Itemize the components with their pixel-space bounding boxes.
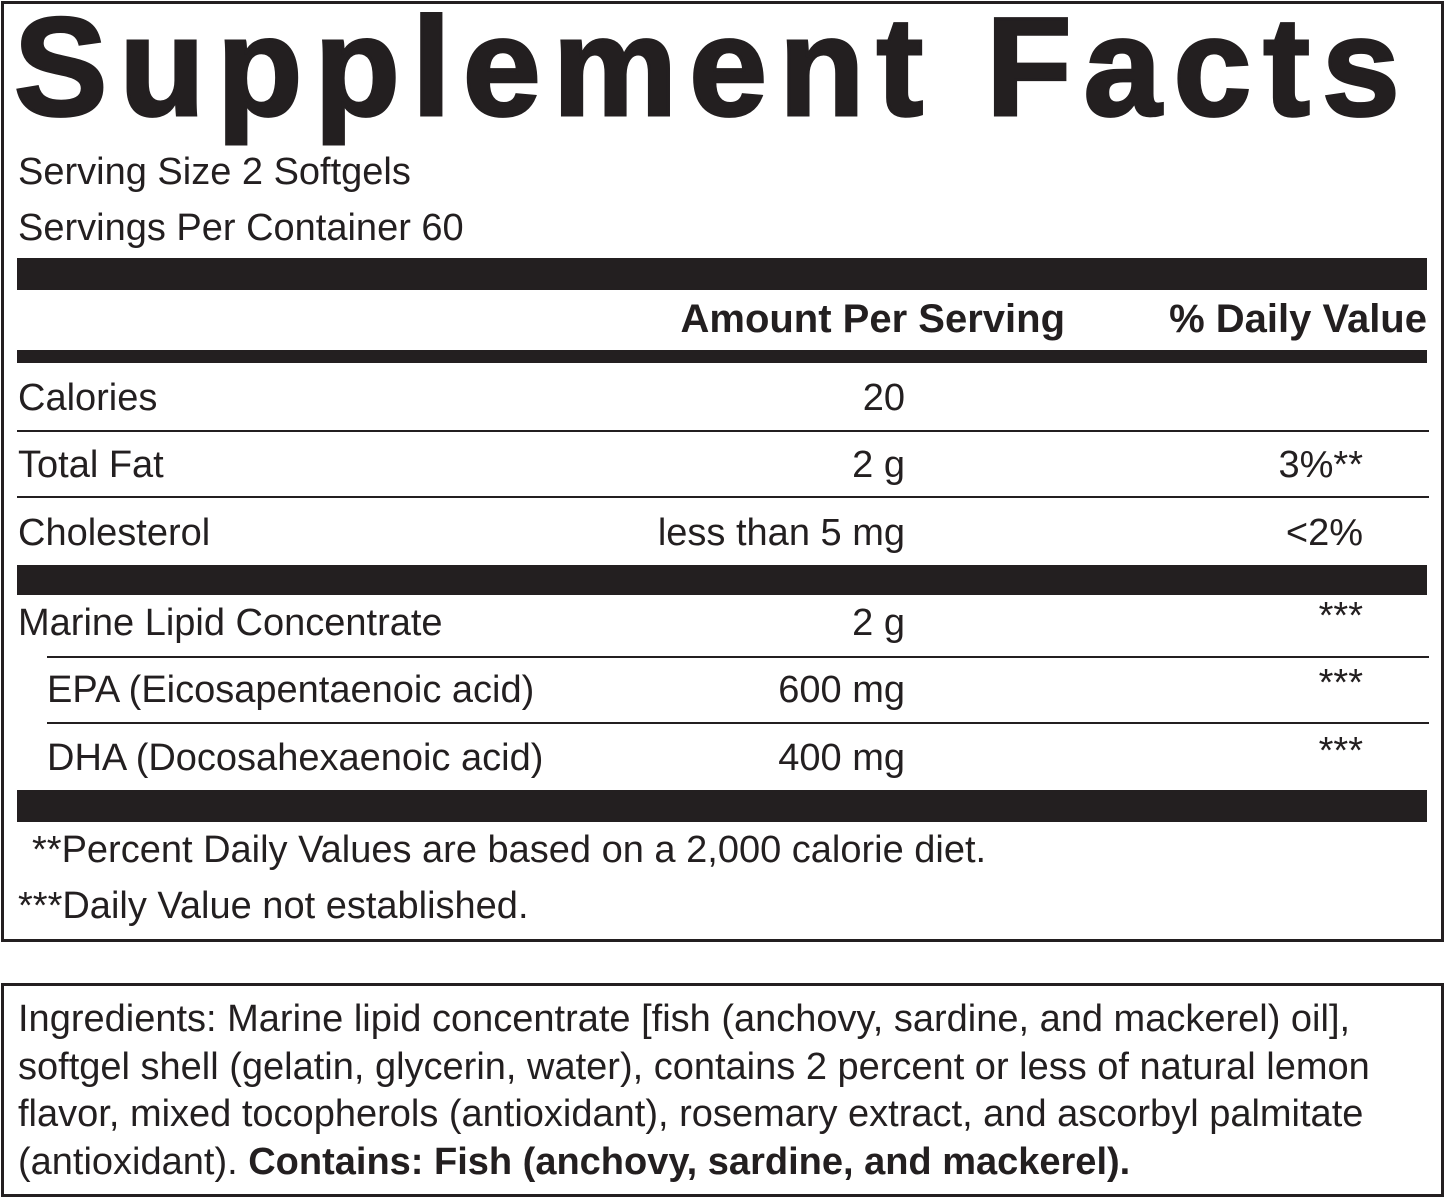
row-name: Cholesterol xyxy=(18,512,211,554)
row-divider xyxy=(47,722,1429,724)
row-name: Total Fat xyxy=(18,444,164,486)
row-amount: 400 mg xyxy=(778,737,905,779)
ingredients-list: Ingredients: Marine lipid concentrate [f… xyxy=(18,998,1370,1183)
ingredients-panel xyxy=(1,983,1444,1197)
supplement-facts-panel xyxy=(1,1,1444,942)
row-dv: *** xyxy=(1318,595,1363,637)
serving-size: Serving Size 2 Softgels xyxy=(18,151,411,193)
panel-title: Supplement Facts xyxy=(13,0,1412,145)
divider-thick xyxy=(17,790,1427,822)
header-amount: Amount Per Serving xyxy=(680,297,1065,341)
row-amount: 20 xyxy=(862,377,905,419)
row-name: Calories xyxy=(18,377,158,419)
row-dv: 3%** xyxy=(1278,444,1364,486)
divider-medium xyxy=(17,350,1427,363)
row-dv: <2% xyxy=(1285,512,1363,554)
row-amount: 2 g xyxy=(852,602,905,644)
header-daily-value: % Daily Value xyxy=(1169,297,1427,341)
ingredients-text: Ingredients: Marine lipid concentrate [f… xyxy=(18,996,1438,1186)
row-dv: *** xyxy=(1318,730,1363,772)
servings-per-container: Servings Per Container 60 xyxy=(18,207,464,249)
footnote: ***Daily Value not established. xyxy=(18,885,529,927)
row-divider xyxy=(47,656,1429,658)
row-amount: 2 g xyxy=(852,444,905,486)
row-divider xyxy=(17,496,1429,498)
row-amount: 600 mg xyxy=(778,669,905,711)
row-name: DHA (Docosahexaenoic acid) xyxy=(47,737,544,779)
allergen-statement: Contains: Fish (anchovy, sardine, and ma… xyxy=(248,1140,1131,1183)
divider-thick xyxy=(17,565,1427,595)
row-divider xyxy=(17,430,1429,432)
row-name: EPA (Eicosapentaenoic acid) xyxy=(47,669,535,711)
row-dv: *** xyxy=(1318,662,1363,704)
footnote: **Percent Daily Values are based on a 2,… xyxy=(32,829,987,871)
divider-thick xyxy=(17,258,1427,290)
row-amount: less than 5 mg xyxy=(657,512,905,554)
row-name: Marine Lipid Concentrate xyxy=(18,602,443,644)
